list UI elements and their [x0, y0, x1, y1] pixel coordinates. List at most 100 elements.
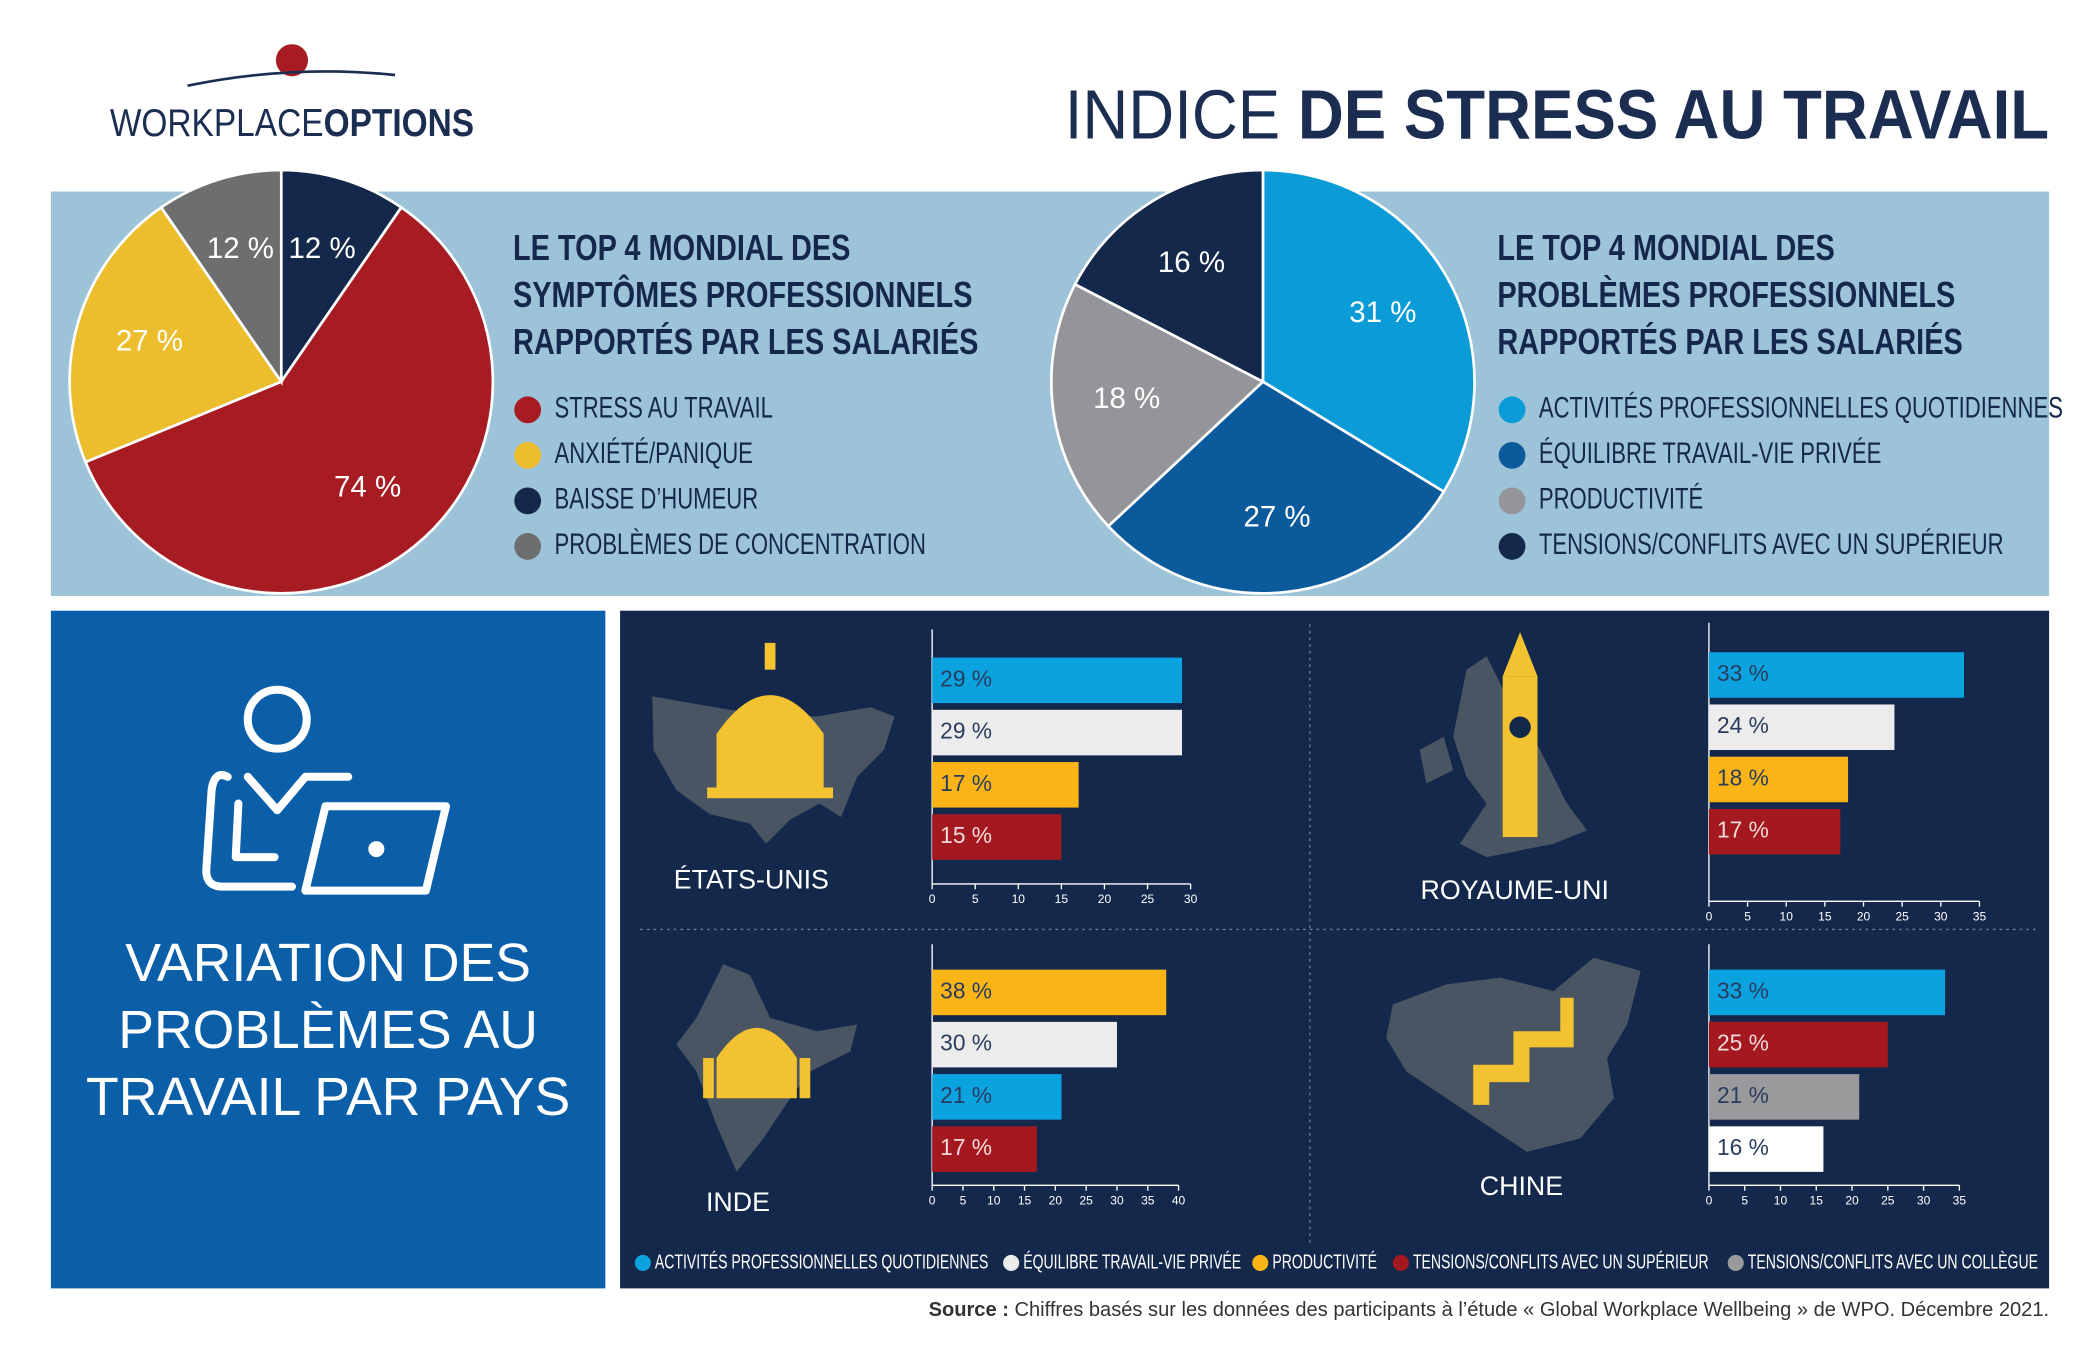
- x-tick-label: 0: [1706, 910, 1713, 924]
- logo-text: WORKPLACEOPTIONS: [110, 102, 474, 145]
- pie-label: 12 %: [207, 232, 274, 265]
- x-tick-label: 0: [929, 1194, 936, 1208]
- x-tick-label: 10: [1012, 892, 1026, 906]
- bar: [1708, 1126, 1824, 1172]
- pie-slice: [279, 168, 404, 387]
- x-tick-label: 15: [1018, 1194, 1032, 1208]
- legend-label: BAISSE D’HUMEUR: [554, 482, 758, 516]
- legend-dot: [514, 487, 542, 515]
- legend-label: ACTIVITÉS PROFESSIONNELLES QUOTIDIENNES: [655, 1250, 988, 1273]
- legend-label: ANXIÉTÉ/PANIQUE: [554, 436, 752, 470]
- bar-label: 33 %: [1717, 977, 1769, 1003]
- legend-dot: [1392, 1254, 1409, 1271]
- section-title: TRAVAIL PAR PAYS: [86, 1068, 570, 1127]
- bar: [932, 709, 1183, 756]
- x-tick-label: 25: [1079, 1194, 1093, 1208]
- bar: [1708, 1021, 1888, 1068]
- country-label: INDE: [706, 1187, 770, 1217]
- bar: [932, 814, 1062, 860]
- country-label: ÉTATS-UNIS: [674, 864, 829, 894]
- source: Source : Chiffres basés sur les données …: [929, 1299, 2050, 1321]
- legend-dot: [1498, 396, 1526, 424]
- x-tick-label: 10: [987, 1194, 1001, 1208]
- bar: [1708, 652, 1965, 698]
- x-tick-label: 35: [1973, 910, 1987, 924]
- bar: [1708, 1074, 1860, 1120]
- chart-heading: RAPPORTÉS PAR LES SALARIÉS: [513, 321, 978, 362]
- pie-slice: [1050, 282, 1266, 529]
- bar: [1708, 756, 1849, 803]
- china-illustration: [1386, 957, 1641, 1152]
- pie-label: 27 %: [116, 324, 183, 357]
- legend-label: STRESS AU TRAVAIL: [554, 390, 773, 424]
- pie-slice: [1261, 168, 1476, 494]
- bar: [932, 969, 1167, 1016]
- chart-heading: RAPPORTÉS PAR LES SALARIÉS: [1497, 321, 1962, 362]
- legend-dot: [514, 441, 542, 469]
- pie-label: 18 %: [1093, 382, 1160, 415]
- x-tick-label: 35: [1141, 1194, 1155, 1208]
- country-label: CHINE: [1480, 1171, 1563, 1201]
- pie-label: 74 %: [334, 471, 401, 504]
- bar-label: 17 %: [940, 770, 992, 796]
- legend-label: PRODUCTIVITÉ: [1539, 482, 1703, 516]
- bar: [1708, 808, 1841, 855]
- x-tick-label: 25: [1895, 910, 1909, 924]
- x-tick-label: 20: [1098, 892, 1112, 906]
- legend-dot: [1003, 1254, 1020, 1271]
- x-tick-label: 30: [1917, 1194, 1931, 1208]
- chart-heading: SYMPTÔMES PROFESSIONNELS: [513, 273, 973, 315]
- bar-label: 33 %: [1717, 660, 1769, 686]
- legend-label: ACTIVITÉS PROFESSIONNELLES QUOTIDIENNES: [1539, 390, 2063, 424]
- logo-dot: [275, 44, 309, 77]
- pie-label: 12 %: [289, 232, 356, 265]
- pie-label: 31 %: [1349, 296, 1416, 329]
- bar-label: 21 %: [940, 1082, 992, 1108]
- bar-label: 16 %: [1717, 1134, 1769, 1160]
- logo-arc: [187, 70, 396, 88]
- chart-heading: LE TOP 4 MONDIAL DES: [1497, 227, 1834, 268]
- left-panel: [50, 610, 606, 1289]
- bar: [932, 762, 1079, 808]
- x-tick-label: 0: [1706, 1194, 1713, 1208]
- legend-label: PROBLÈMES DE CONCENTRATION: [554, 527, 925, 561]
- source-text: Chiffres basés sur les données des parti…: [1015, 1299, 2050, 1321]
- legend-dot: [514, 396, 542, 424]
- x-tick-label: 20: [1845, 1194, 1859, 1208]
- logo-light: WORKPLACE: [110, 102, 324, 145]
- title-light: INDICE: [1065, 76, 1280, 154]
- bar-label: 21 %: [1717, 1082, 1769, 1108]
- legend-label: ÉQUILIBRE TRAVAIL-VIE PRIVÉE: [1539, 436, 1881, 470]
- pie-label: 27 %: [1243, 500, 1310, 533]
- pie-slice: [83, 205, 495, 595]
- logo-bold: OPTIONS: [324, 102, 475, 145]
- legend-label: TENSIONS/CONFLITS AVEC UN SUPÉRIEUR: [1539, 527, 2004, 561]
- pie-label: 16 %: [1158, 246, 1225, 279]
- india-illustration: [676, 964, 858, 1172]
- bar-label: 29 %: [940, 718, 992, 744]
- chart-heading: PROBLÈMES PROFESSIONNELS: [1497, 274, 1955, 315]
- legend-dot: [634, 1254, 651, 1271]
- legend-dot: [1252, 1254, 1269, 1271]
- legend-label: TENSIONS/CONFLITS AVEC UN SUPÉRIEUR: [1413, 1250, 1709, 1273]
- source-label: Source :: [929, 1299, 1009, 1321]
- legend-label: PRODUCTIVITÉ: [1272, 1250, 1377, 1273]
- title-bold: DE STRESS AU TRAVAIL: [1298, 76, 2049, 154]
- x-tick-label: 25: [1881, 1194, 1895, 1208]
- pie-slice: [1073, 168, 1265, 384]
- legend-label: ÉQUILIBRE TRAVAIL-VIE PRIVÉE: [1023, 1250, 1241, 1273]
- bar-label: 17 %: [1717, 817, 1769, 843]
- pie-slice: [1106, 380, 1446, 595]
- x-tick-label: 5: [960, 1194, 967, 1208]
- bar: [1708, 969, 1946, 1016]
- x-tick-label: 15: [1055, 892, 1069, 906]
- x-tick-label: 10: [1780, 910, 1794, 924]
- x-tick-label: 10: [1774, 1194, 1788, 1208]
- usa-illustration: [652, 642, 895, 844]
- legend-dot: [1727, 1254, 1744, 1271]
- bar-label: 29 %: [940, 665, 992, 691]
- x-tick-label: 5: [1741, 1194, 1748, 1208]
- x-tick-label: 30: [1184, 892, 1198, 906]
- section-title: PROBLÈMES AU: [118, 1001, 538, 1060]
